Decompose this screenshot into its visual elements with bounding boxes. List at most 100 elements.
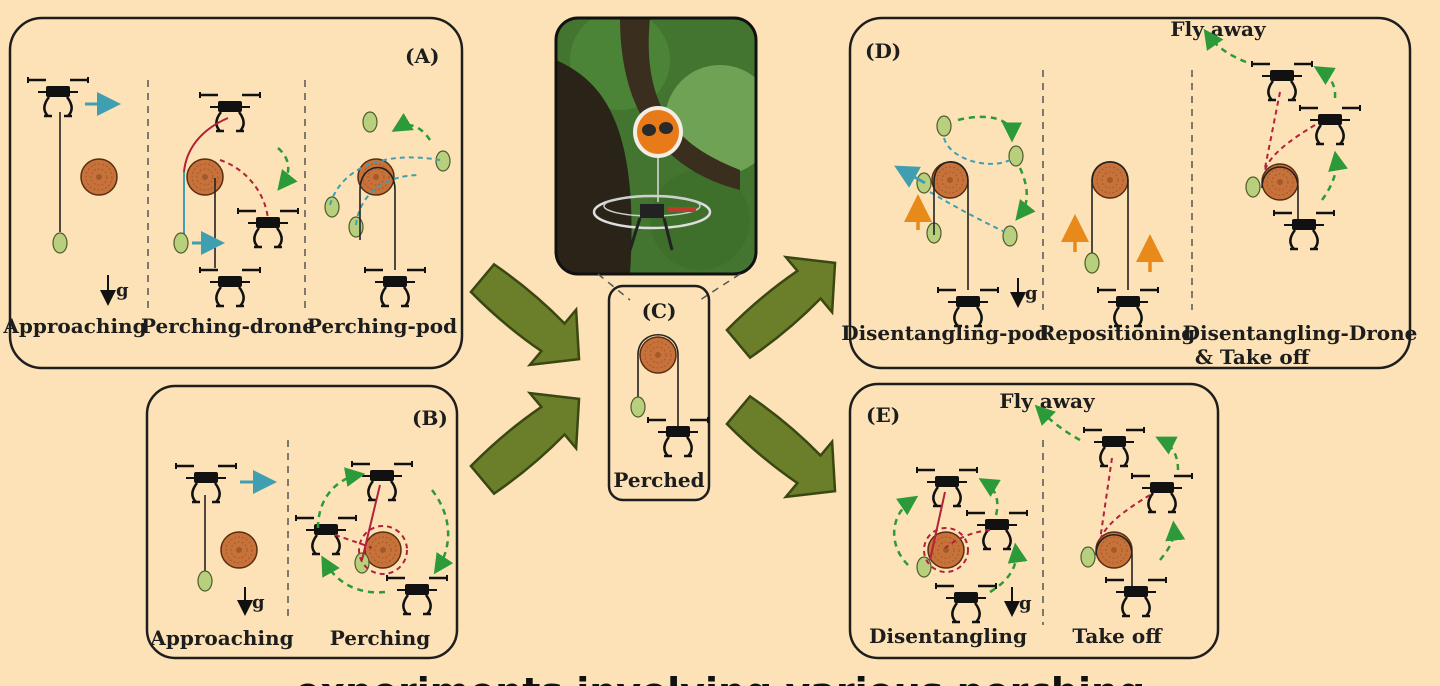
branch-icon [186,158,224,196]
flow-arrow-c-to-e [725,394,837,499]
motion-arrow [978,478,1001,516]
panel-e-frame [848,382,1220,660]
path-trace [219,159,270,229]
motion-arrow [989,542,1028,594]
step-label: Approaching [149,626,293,650]
motion-arrow [1159,520,1186,561]
drone-icon [1272,208,1336,251]
panel-b-frame [145,384,459,660]
panel-c-frame [607,284,711,502]
flow-arrow-b-to-c [469,391,581,496]
pod-icon [1084,252,1100,274]
panel-d-frame [848,16,1412,370]
tether [933,160,969,290]
panel-e: (E) Fly away g Disentangling Take off [848,382,1220,660]
motion-arrow [277,147,298,191]
fly-away-label: Fly away [1170,17,1267,41]
drone-icon [1104,575,1168,618]
motion-arrow [316,467,366,529]
path-trace [943,137,1011,165]
footer-caption: experiments involving various perching [295,670,1145,686]
panel-a-frame [8,16,464,370]
step-label: Perching-drone [141,314,315,338]
pod-icon [324,196,340,218]
drone-icon [385,573,449,616]
pod-icon [173,232,189,254]
step-label: Repositioning [1039,321,1195,345]
drone-icon [915,465,979,508]
step-label: Disentangling-Drone [1183,321,1418,345]
drone-icon [174,461,238,504]
tether [359,166,396,270]
gravity-label: g [1025,283,1038,304]
pod-icon [197,570,213,592]
tether-trace [929,491,946,561]
panel-c-tag: (C) [642,299,677,323]
branch-icon [80,158,118,196]
branch-icon [927,531,965,569]
path-trace [1264,124,1316,171]
drone-icon [1130,471,1194,514]
branch-icon [220,531,258,569]
branch-icon [639,336,677,374]
experiment-photo [554,16,758,276]
path-trace [929,191,1006,233]
path-trace [358,525,408,575]
step-label: Take off [1072,624,1163,648]
drone-icon [198,265,262,308]
gravity-label: g [252,592,265,613]
drone-icon [26,75,90,118]
tether [637,333,679,426]
flow-arrow-c-to-d [725,255,837,360]
branch-icon [364,531,402,569]
gravity-label: g [1019,593,1032,614]
flow-arrows [469,255,837,499]
pod-icon [435,150,451,172]
drone-icon [934,581,998,624]
motion-arrow [1320,150,1348,201]
step-label: Perching-pod [307,314,457,338]
pod-icon [362,111,378,133]
motion-arrow [391,112,432,141]
motion-arrow [893,495,919,566]
pod-icon [916,556,932,578]
branch-icon [1261,163,1299,201]
motion-arrow [957,115,1022,143]
gravity-label: g [116,280,129,301]
path-trace [355,174,421,226]
drone-icon [294,513,358,556]
panel-a-tag: (A) [405,44,439,68]
drone-icon [198,90,262,133]
pod-icon [1080,546,1096,568]
path-trace [334,534,373,549]
path-trace [329,156,441,206]
motion-arrow [1313,66,1337,99]
pod-icon [936,115,952,137]
motion-arrow [431,489,454,575]
step-label: Disentangling [869,624,1027,648]
path-trace [944,529,991,549]
pod-icon [1245,176,1261,198]
path-trace [1264,91,1281,169]
pod-icon [1002,225,1018,247]
panel-d-tag: (D) [865,39,901,63]
path-trace [1099,457,1113,541]
panel-b: (B) g Approaching Perching [145,384,459,660]
tether-trace [361,484,381,561]
path-trace [1099,494,1151,541]
panel-a: (A) g Approaching Perching-drone [2,16,464,370]
step-label: Disentangling-pod [841,321,1049,345]
zoom-line [699,273,741,301]
tether [1095,533,1133,588]
drone-icon [1082,425,1146,468]
panel-d: (D) Fly away g Disentangling-pod Reposit… [841,16,1418,370]
drone-icon [965,508,1029,551]
drone-icon [1298,103,1362,146]
motion-arrow [1203,28,1247,64]
tether-trace [183,117,229,173]
flow-arrow-a-to-c [469,262,581,367]
step-label: Perched [613,468,704,492]
fly-away-label: Fly away [999,389,1096,413]
path-trace [923,527,969,573]
